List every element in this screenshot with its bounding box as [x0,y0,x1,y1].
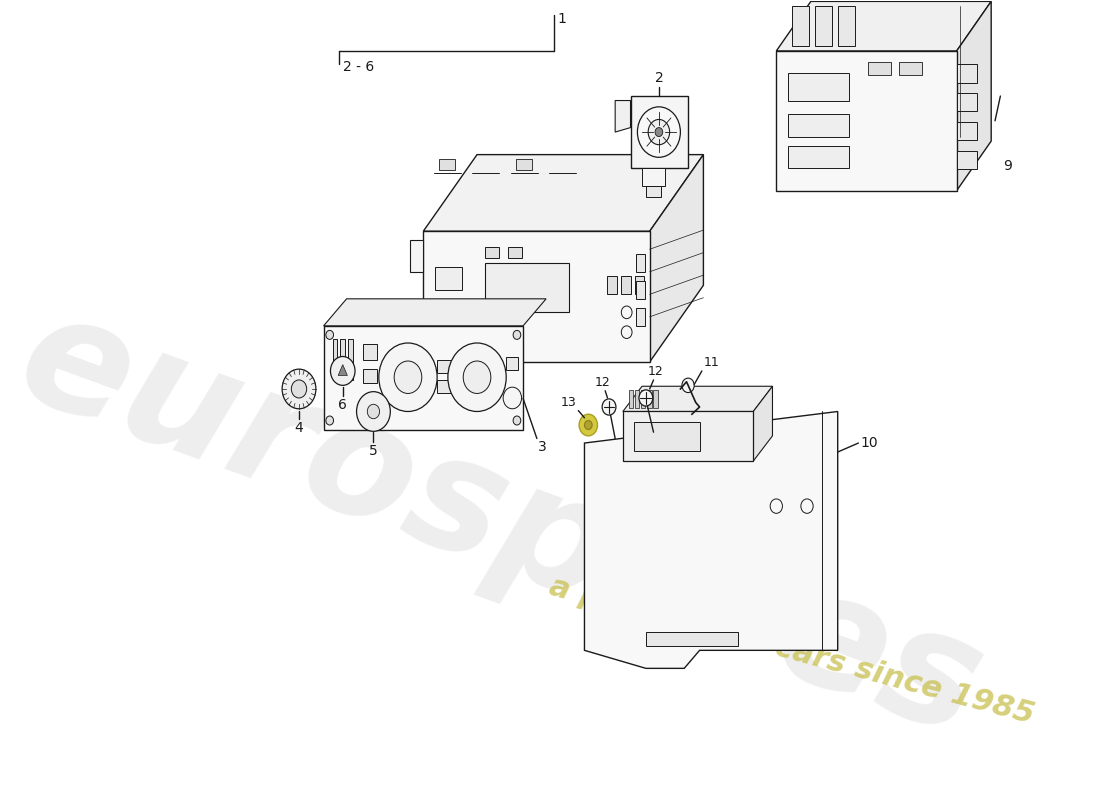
Bar [647,390,651,408]
Bar [630,96,689,168]
Polygon shape [650,154,703,362]
Circle shape [326,416,333,425]
Circle shape [579,414,597,436]
Polygon shape [957,2,991,190]
Polygon shape [615,101,630,132]
Bar [815,6,832,46]
Text: 3: 3 [538,440,547,454]
Bar [957,122,978,140]
Text: 10: 10 [860,436,878,450]
Bar [333,339,338,380]
Polygon shape [323,299,546,326]
Bar [485,262,569,312]
Polygon shape [424,154,703,231]
Bar [348,339,353,380]
Circle shape [394,361,421,394]
Bar [792,6,808,46]
Circle shape [326,330,333,339]
Bar [323,326,524,430]
Bar [788,114,849,137]
Bar [788,74,849,101]
Polygon shape [754,386,772,461]
Bar [636,254,645,272]
Circle shape [356,392,390,431]
Bar [646,186,661,197]
Text: 13: 13 [561,396,576,409]
Bar [409,240,424,272]
Bar [434,267,462,290]
Circle shape [656,127,662,137]
Circle shape [503,387,521,409]
Circle shape [637,107,681,158]
Circle shape [648,119,670,145]
Bar [635,390,639,408]
Circle shape [513,330,520,339]
Bar [340,339,345,380]
Text: eurospares: eurospares [0,278,1001,770]
Text: 12: 12 [595,376,610,389]
Circle shape [448,343,506,411]
Polygon shape [584,411,838,668]
Bar [635,422,700,451]
Bar [642,168,666,186]
Circle shape [639,390,652,406]
Polygon shape [338,365,348,375]
Bar [437,380,460,393]
Text: 5: 5 [370,444,377,458]
Circle shape [367,404,380,418]
Circle shape [378,343,437,411]
Polygon shape [777,2,991,51]
Bar [635,276,645,294]
Polygon shape [623,386,772,411]
Bar [363,344,377,360]
Bar [485,247,498,258]
Bar [653,390,658,408]
Bar [516,159,531,170]
Bar [636,281,645,299]
Bar [409,322,424,353]
Text: a passion for cars since 1985: a passion for cars since 1985 [546,571,1037,729]
Text: 1: 1 [558,12,566,26]
Text: 12: 12 [647,365,663,378]
Bar [628,390,634,408]
Bar [646,632,738,646]
Text: 2: 2 [654,71,663,86]
Bar [641,390,646,408]
Bar [899,62,922,75]
Bar [439,159,454,170]
Bar [607,276,617,294]
Bar [623,411,754,461]
Circle shape [282,369,316,409]
Bar [636,308,645,326]
Circle shape [584,421,592,430]
Circle shape [292,380,307,398]
Bar [957,65,978,82]
Text: 2 - 6: 2 - 6 [343,60,374,74]
Bar [506,358,518,370]
Bar [788,146,849,168]
Bar [621,276,630,294]
Bar [363,369,377,382]
Bar [437,360,460,373]
Bar [508,247,521,258]
Text: 4: 4 [295,421,304,434]
Text: 11: 11 [703,356,719,369]
Circle shape [513,416,520,425]
Text: 9: 9 [1003,159,1012,173]
Bar [868,62,891,75]
Circle shape [682,378,694,393]
Bar [777,51,957,190]
Bar [957,151,978,169]
Circle shape [330,357,355,386]
Circle shape [602,399,616,415]
Text: 6: 6 [339,398,348,412]
Circle shape [463,361,491,394]
Bar [838,6,855,46]
Bar [957,94,978,111]
Bar [424,231,650,362]
Bar [434,299,462,317]
